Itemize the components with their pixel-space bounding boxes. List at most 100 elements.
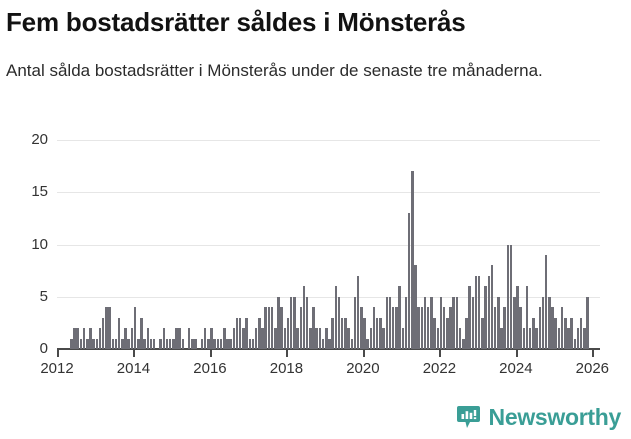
bar [105,307,108,349]
bar [216,338,220,349]
x-tick-label: 2024 [499,360,533,377]
bar [516,286,519,349]
brand-wordmark: Newsworthy [488,404,622,430]
bar-chart-speech-bubble-icon [456,405,481,430]
bar [213,338,216,349]
bar [229,338,232,349]
bar [436,328,440,349]
bar [554,317,557,349]
bar [557,328,561,349]
bar [379,317,382,349]
bar [165,338,169,349]
x-tick-mark [439,350,442,357]
bar [238,317,242,349]
bar [344,317,347,349]
bar [490,265,494,349]
bar [86,338,89,349]
bar [532,317,535,349]
bar [194,338,197,349]
bar [76,328,79,349]
bar [283,328,287,349]
bar [417,307,420,349]
gridline-15 [57,192,600,194]
bar [117,317,121,349]
bar [289,296,293,349]
y-axis-labels: 0 5 10 15 20 [8,0,48,439]
bar [111,338,114,349]
bar [449,307,452,349]
bar [340,317,344,349]
bar [535,328,538,349]
bar [191,338,194,349]
bar [73,328,76,349]
bar [98,328,102,349]
bar [442,307,446,349]
bar [245,317,248,349]
bar [509,244,513,349]
bar [513,296,516,349]
bar [318,328,322,349]
bar [203,328,207,349]
bar [411,171,414,349]
bar [280,307,283,349]
bar [586,296,589,349]
bar [178,328,181,349]
bar [477,275,481,349]
bar [305,296,309,349]
y-tick-label: 0 [39,340,48,357]
bar [446,317,449,349]
bar [293,296,296,349]
bar [79,338,83,349]
bar [258,317,261,349]
bar [124,328,127,349]
bar [579,317,583,349]
bar [420,307,424,349]
y-tick-label: 20 [31,131,48,148]
bar [219,338,223,349]
bar [350,338,353,349]
bar [101,317,105,349]
x-tick-mark [515,350,518,357]
bar [274,328,277,349]
x-tick-mark [209,350,212,357]
bar [200,338,204,349]
x-tick-label: 2022 [422,360,457,377]
bar [162,328,165,349]
bar [430,296,433,349]
bar [401,328,404,349]
bar [325,328,328,349]
gridline-20 [57,140,600,141]
bar [583,328,586,349]
bar [248,338,252,349]
bar [302,286,306,349]
bar [242,328,245,349]
bar [210,328,213,349]
bar [337,296,341,349]
bar [455,296,459,349]
bar [223,328,226,349]
bar [528,328,532,349]
bar [570,317,573,349]
bar [372,307,376,349]
x-tick-mark [592,350,595,357]
bar [395,307,398,349]
gridline-10 [57,244,600,246]
bar [226,338,229,349]
bar [312,307,315,349]
bar [525,286,529,349]
bar [121,338,124,349]
x-tick-label: 2016 [193,360,227,377]
bar [560,307,564,349]
bar [159,338,162,349]
x-tick-label: 2014 [116,360,151,377]
bar [465,317,468,349]
bar [299,307,303,349]
bar [458,328,462,349]
bar [439,296,443,349]
bar [576,328,580,349]
x-tick-label: 2020 [346,360,380,377]
bar [261,328,264,349]
x-tick-mark [133,350,136,357]
bar [267,307,271,349]
